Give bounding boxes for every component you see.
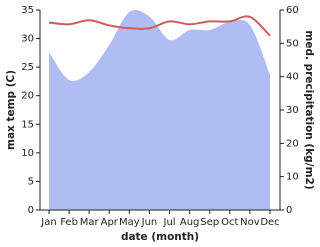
y-tick-label: 0	[28, 205, 34, 216]
precipitation-area	[49, 10, 270, 211]
x-tick-label: Jun	[141, 217, 158, 228]
x-axis-title: date (month)	[121, 231, 199, 243]
y-tick-label: 30	[21, 34, 34, 45]
x-tick-label: Jan	[40, 217, 56, 228]
y-tick-label: 5	[28, 176, 34, 187]
temperature-line	[48, 15, 271, 37]
x-tick-label: Oct	[221, 217, 238, 228]
x-tick-label: Mar	[80, 217, 100, 228]
x-tick-label: Jul	[163, 217, 176, 228]
x-tick-label: Aug	[180, 217, 200, 228]
x-tick-label: Feb	[60, 217, 78, 228]
x-tick-label: May	[119, 217, 140, 228]
y2-tick-label: 30	[286, 105, 299, 116]
x-tick-label: Dec	[260, 217, 279, 228]
y-tick-label: 20	[21, 91, 34, 102]
y2-tick-label: 60	[286, 5, 299, 16]
y2-tick-label: 0	[286, 205, 292, 216]
y-axis-title: max temp (C)	[5, 70, 17, 150]
y2-tick-label: 50	[286, 38, 299, 49]
y2-axis-title: med. precipitation (kg/m2)	[303, 30, 315, 189]
x-tick-label: Nov	[240, 217, 260, 228]
y-tick-label: 35	[21, 5, 34, 16]
y-tick-label: 15	[21, 119, 34, 130]
x-tick-label: Apr	[101, 217, 119, 228]
y2-tick-label: 40	[286, 72, 299, 83]
y2-tick-label: 20	[286, 138, 299, 149]
y-tick-label: 25	[21, 62, 34, 73]
x-tick-label: Sep	[200, 217, 219, 228]
y2-tick-label: 10	[286, 172, 299, 183]
y-tick-label: 10	[21, 148, 34, 159]
